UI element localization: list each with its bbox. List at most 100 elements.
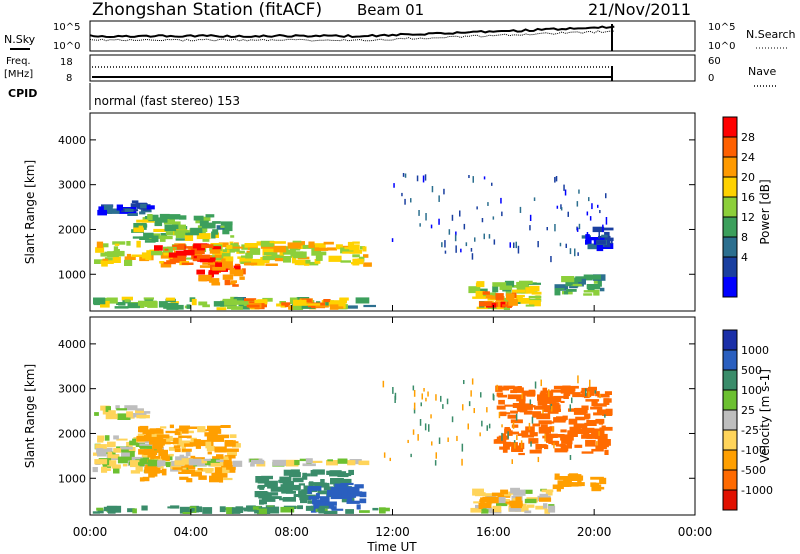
heatmap-cell <box>286 479 291 484</box>
heatmap-cell <box>96 448 104 454</box>
heatmap-cell <box>455 231 457 236</box>
heatmap-cell <box>438 195 440 202</box>
heatmap-cell <box>502 304 513 307</box>
heatmap-cell <box>216 434 230 438</box>
heatmap-cell <box>301 489 307 496</box>
heatmap-cell <box>565 243 567 248</box>
heatmap-cell <box>160 455 170 461</box>
heatmap-cell <box>468 286 481 294</box>
heatmap-cell <box>139 477 145 482</box>
heatmap-cell <box>528 295 539 299</box>
heatmap-cell <box>141 505 148 511</box>
y-tick-label: 1000 <box>58 268 86 281</box>
heatmap-cell <box>214 446 227 453</box>
heatmap-cell <box>178 435 192 438</box>
heatmap-cell <box>191 248 205 254</box>
heatmap-cell <box>509 242 511 248</box>
heatmap-cell <box>583 430 590 435</box>
heatmap-cell <box>468 175 470 179</box>
heatmap-cell <box>563 393 569 399</box>
heatmap-cell <box>178 471 190 474</box>
heatmap-cell <box>197 426 206 433</box>
heatmap-cell <box>230 280 237 284</box>
heatmap-cell <box>213 301 225 307</box>
heatmap-cell <box>182 246 197 249</box>
heatmap-cell <box>410 453 412 458</box>
heatmap-cell <box>546 390 554 396</box>
heatmap-cell <box>486 425 488 431</box>
heatmap-cell <box>561 276 575 283</box>
heatmap-cell <box>468 401 471 407</box>
heatmap-cell <box>346 497 353 503</box>
heatmap-cell <box>269 241 276 244</box>
nave-tick-high: 60 <box>708 56 721 67</box>
heatmap-cell <box>459 210 461 217</box>
heatmap-cell <box>103 468 111 471</box>
heatmap-cell <box>228 282 236 285</box>
power-panel-frame <box>89 112 696 312</box>
heatmap-cell <box>544 444 549 450</box>
heatmap-cell <box>145 253 152 261</box>
heatmap-cell <box>257 478 270 483</box>
heatmap-cell <box>578 189 580 194</box>
heatmap-cell <box>499 446 510 450</box>
heatmap-cell <box>402 173 405 177</box>
heatmap-cell <box>472 176 474 183</box>
heatmap-cell <box>168 252 178 258</box>
heatmap-cell <box>113 448 122 453</box>
heatmap-cell <box>205 214 215 218</box>
colorbar-swatch <box>723 390 737 411</box>
heatmap-cell <box>493 239 496 245</box>
heatmap-cell <box>181 458 193 465</box>
heatmap-cell <box>540 424 548 428</box>
heatmap-cell <box>251 258 265 266</box>
heatmap-cell <box>359 510 370 513</box>
heatmap-cell <box>516 281 529 288</box>
heatmap-cell <box>530 441 532 447</box>
heatmap-cell <box>356 504 361 510</box>
heatmap-cell <box>204 432 218 437</box>
heatmap-cell <box>160 235 173 240</box>
heatmap-cell <box>94 259 106 264</box>
heatmap-cell <box>430 414 432 419</box>
x-tick-label: 00:00 <box>678 525 713 539</box>
heatmap-cell <box>340 478 352 485</box>
heatmap-cell <box>304 473 311 477</box>
heatmap-cell <box>190 229 203 234</box>
heatmap-cell <box>567 430 575 436</box>
heatmap-cell <box>101 262 108 267</box>
heatmap-cell <box>136 240 141 248</box>
heatmap-cell <box>203 458 211 461</box>
heatmap-cell <box>551 389 564 393</box>
heatmap-cell <box>105 406 111 412</box>
heatmap-cell <box>133 227 144 233</box>
heatmap-cell <box>412 429 415 435</box>
colorbar-tick-label: 12 <box>741 211 755 224</box>
nave-label: Nave <box>748 65 776 78</box>
heatmap-cell <box>334 472 342 474</box>
heatmap-cell <box>179 215 187 220</box>
heatmap-cell <box>130 460 140 468</box>
heatmap-cell <box>159 261 165 264</box>
heatmap-cell <box>481 509 489 514</box>
heatmap-cell <box>581 278 586 285</box>
heatmap-cell <box>174 448 181 453</box>
heatmap-cell <box>218 456 230 460</box>
heatmap-cell <box>554 448 568 453</box>
heatmap-cell <box>565 280 572 287</box>
heatmap-cell <box>529 300 541 307</box>
heatmap-cell <box>532 432 538 437</box>
heatmap-cell <box>202 468 214 472</box>
heatmap-cell <box>142 476 150 482</box>
heatmap-cell <box>155 439 165 446</box>
heatmap-cell <box>504 404 517 407</box>
heatmap-cell <box>538 420 552 425</box>
heatmap-cell <box>312 469 325 475</box>
heatmap-cell <box>547 406 552 414</box>
colorbar-swatch <box>723 137 737 158</box>
heatmap-cell <box>233 300 246 305</box>
heatmap-cell <box>455 245 457 253</box>
heatmap-cell <box>138 300 146 306</box>
heatmap-cell <box>451 416 454 423</box>
heatmap-cell <box>487 202 489 206</box>
